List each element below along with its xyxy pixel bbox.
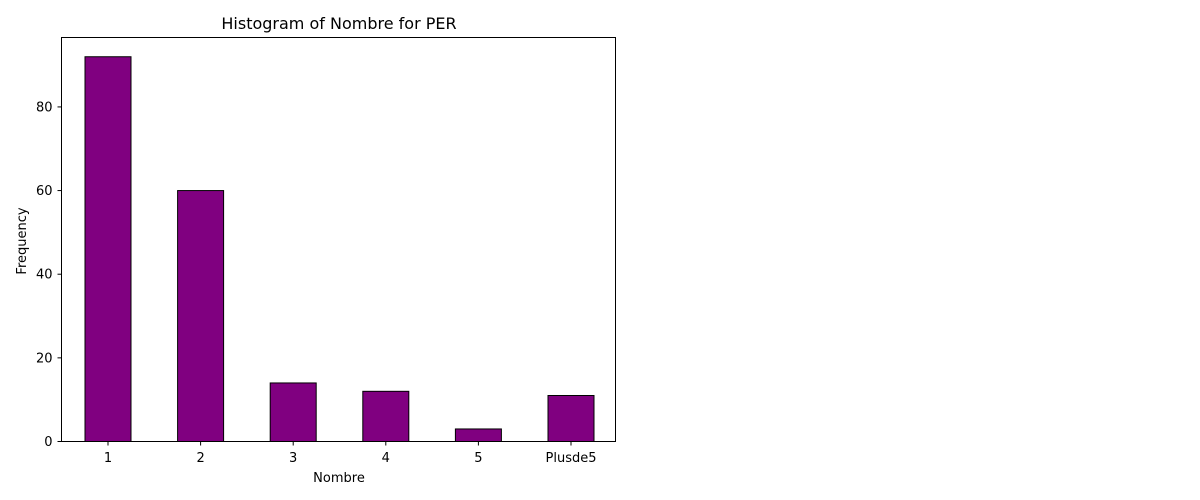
x-axis: 1 2 3 4 5 Plusde5 bbox=[104, 441, 597, 466]
y-axis-label: Frequency bbox=[15, 207, 30, 274]
y-tick-label: 60 bbox=[36, 184, 53, 199]
bar-1 bbox=[84, 56, 132, 442]
x-tick-label: 4 bbox=[382, 451, 390, 466]
y-tick-label: 0 bbox=[44, 435, 52, 450]
bar-4 bbox=[362, 390, 410, 442]
chart-title: Histogram of Nombre for PER bbox=[221, 14, 456, 33]
x-tick-label: 2 bbox=[196, 451, 204, 466]
x-tick-label: 1 bbox=[104, 451, 112, 466]
plot-area-frame bbox=[61, 37, 616, 442]
x-tick-label: Plusde5 bbox=[546, 451, 597, 466]
y-tick-label: 80 bbox=[36, 100, 53, 115]
bar-5 bbox=[454, 428, 502, 443]
bars-layer bbox=[84, 56, 595, 443]
y-tick-label: 40 bbox=[36, 268, 53, 283]
x-tick-label: 5 bbox=[474, 451, 482, 466]
bar-2 bbox=[177, 190, 225, 442]
bar-3 bbox=[269, 382, 317, 443]
x-tick-label: 3 bbox=[289, 451, 297, 466]
x-axis-label: Nombre bbox=[313, 471, 365, 486]
bar-Plusde5 bbox=[547, 394, 595, 442]
y-axis: 0 20 40 60 80 bbox=[36, 100, 62, 450]
y-tick-label: 20 bbox=[36, 351, 53, 366]
